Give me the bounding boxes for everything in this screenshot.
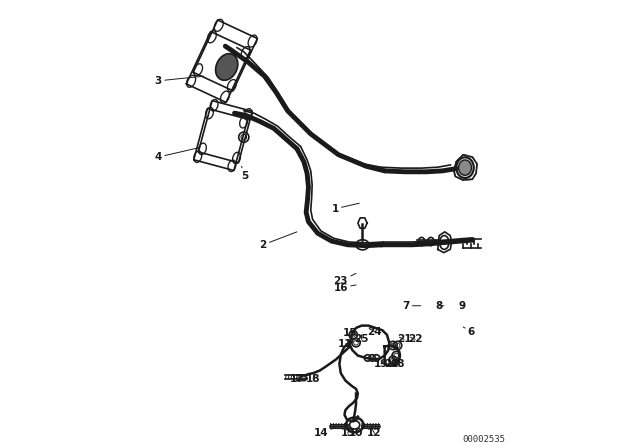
Text: 5: 5 (241, 166, 249, 181)
Polygon shape (297, 375, 307, 380)
Text: 00002535: 00002535 (463, 435, 506, 444)
Text: 10: 10 (349, 428, 364, 438)
Text: 23: 23 (333, 273, 356, 286)
Text: 22: 22 (408, 335, 422, 345)
Text: 14: 14 (314, 428, 335, 438)
Text: 7: 7 (402, 301, 420, 311)
Text: 9: 9 (459, 301, 466, 311)
Text: 6: 6 (463, 327, 475, 336)
Ellipse shape (216, 54, 238, 80)
Text: 18: 18 (391, 359, 406, 369)
Text: 18: 18 (306, 374, 321, 384)
Text: 15: 15 (343, 327, 357, 337)
Text: 16: 16 (333, 283, 356, 293)
Text: 17: 17 (289, 374, 306, 384)
Text: 2: 2 (260, 232, 297, 250)
Text: 8: 8 (436, 301, 444, 311)
Text: 20: 20 (384, 359, 398, 369)
Text: 1: 1 (332, 203, 359, 214)
Text: 19: 19 (374, 359, 388, 369)
Text: 13: 13 (340, 428, 355, 438)
Text: 24: 24 (367, 327, 382, 336)
Text: 25: 25 (355, 335, 369, 345)
Ellipse shape (456, 157, 474, 178)
Text: 4: 4 (155, 148, 198, 162)
Text: 11: 11 (338, 339, 353, 349)
Text: 12: 12 (367, 427, 381, 438)
Ellipse shape (458, 160, 472, 175)
Text: 3: 3 (155, 76, 204, 86)
Text: 21: 21 (397, 335, 412, 345)
